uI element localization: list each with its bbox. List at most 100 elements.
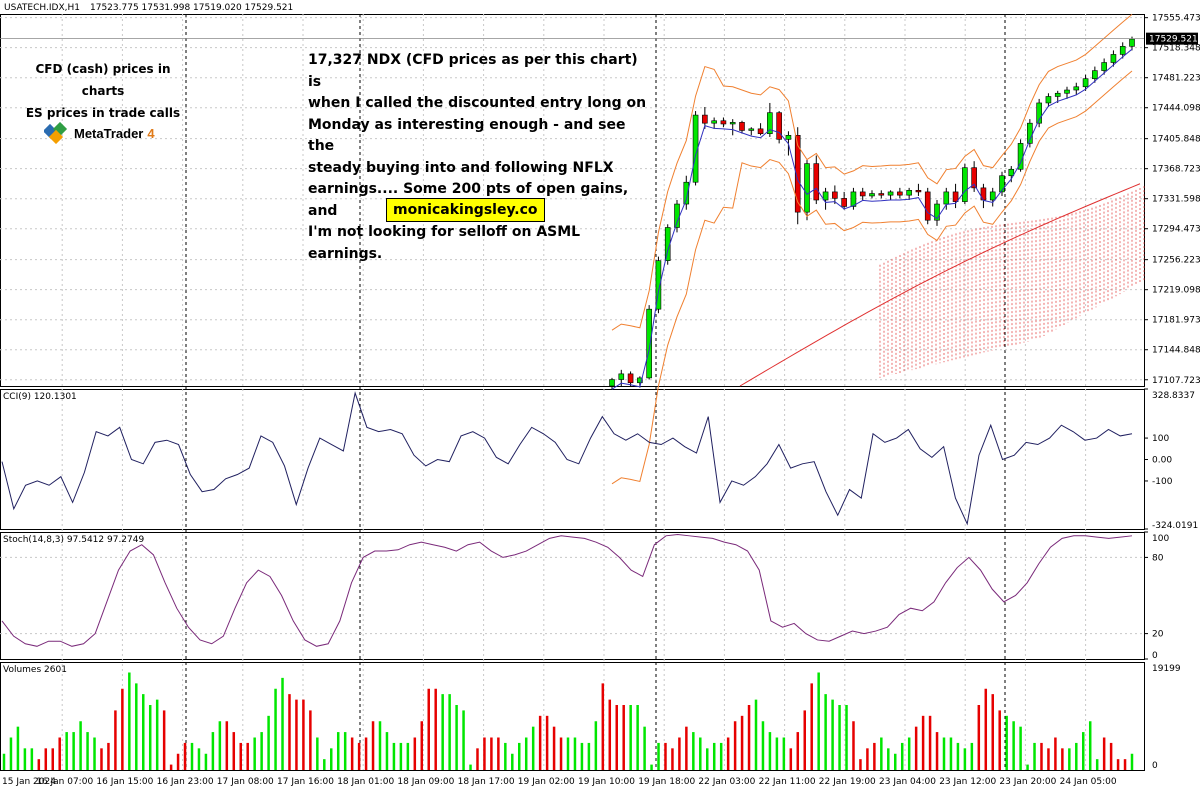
candle-body (1064, 89, 1070, 94)
x-tick-label: 17 Jan 16:00 (277, 777, 334, 787)
stochastic-panel: Stoch(14,8,3) 97.5412 97.2749 (1, 534, 1133, 647)
price-tick-label: 17444.098 (1152, 104, 1200, 114)
candle-body (971, 167, 977, 189)
price-tick-label: 17481.223 (1152, 74, 1200, 84)
cci-tick-label: 0.00 (1152, 456, 1172, 466)
panel-frame-stoch (0, 532, 1145, 660)
candle-body (887, 191, 894, 196)
candle-body (952, 191, 959, 202)
candle-body (878, 193, 885, 196)
candle-body (915, 189, 922, 193)
volume-tick-label: 19199 (1152, 664, 1181, 674)
website-label[interactable]: monicakingsley.co (386, 198, 545, 222)
slow-moving-average-line (739, 183, 1141, 387)
note-es: ES prices in trade calls (25, 106, 181, 120)
volume-name: Volumes 2601 (3, 665, 67, 675)
x-tick-label: 16 Jan 15:00 (96, 777, 153, 787)
candle-body (1045, 96, 1052, 104)
grid (0, 14, 1145, 771)
candle-body (711, 120, 717, 124)
candle-body (999, 175, 1005, 193)
candle-body (943, 191, 950, 205)
note-cfd: CFD (cash) prices in charts (35, 62, 171, 98)
panel-frame-price (0, 14, 1145, 387)
candle-body (934, 203, 940, 221)
candle-body (989, 191, 996, 201)
panel-frame-cci (0, 389, 1145, 530)
x-tick-label: 18 Jan 01:00 (337, 777, 394, 787)
candle-body (859, 191, 866, 197)
candle-body (869, 193, 875, 197)
price-panel (0, 14, 1145, 485)
candle-body (637, 377, 643, 384)
price-tick-label: 17405.848 (1152, 135, 1200, 145)
price-tick-label: 17219.098 (1152, 286, 1200, 296)
price-tick-label: 17256.223 (1152, 256, 1200, 266)
stochastic-tick-label: 80 (1152, 553, 1164, 563)
x-tick-label: 19 Jan 10:00 (578, 777, 635, 787)
candle-body (674, 203, 680, 228)
chart-header-symbol: USATECH.IDX,H1 (4, 3, 80, 13)
x-tick-label: 22 Jan 11:00 (759, 777, 816, 787)
price-tick-label: 17144.848 (1152, 346, 1200, 356)
candle-body (1092, 70, 1098, 79)
x-tick-label: 17 Jan 08:00 (217, 777, 274, 787)
cci-tick-label: -100 (1152, 477, 1173, 487)
metatrader-text: MetaTrader (74, 125, 144, 141)
candle-body (655, 260, 662, 310)
candle-body (906, 189, 912, 196)
stochastic-tick-label: 0 (1152, 651, 1158, 661)
x-tick-label: 18 Jan 09:00 (397, 777, 454, 787)
candle-body (729, 122, 736, 125)
candle-body (962, 167, 968, 202)
candle-body (924, 191, 931, 221)
x-tick-label: 23 Jan 20:00 (999, 777, 1056, 787)
x-tick-label: 15 Jan 2024 (2, 777, 56, 787)
current-price-label: 17529.521 (1149, 35, 1198, 45)
price-tick-label: 17107.723 (1152, 376, 1200, 386)
note-line: 17,327 NDX (CFD prices as per this chart… (308, 52, 638, 90)
candle-body (757, 128, 764, 134)
x-tick-label: 18 Jan 17:00 (458, 777, 515, 787)
price-tick-label: 17294.473 (1152, 225, 1200, 235)
candle-body (609, 379, 615, 387)
candle-body (822, 191, 829, 201)
candle-body (850, 191, 857, 207)
candle-body (832, 191, 838, 199)
candle-body (646, 308, 652, 379)
candle-body (702, 114, 708, 124)
panel-frame-vol (0, 662, 1145, 771)
note-line: I'm not looking for selloff on ASML earn… (308, 224, 581, 262)
candle-body (897, 191, 903, 196)
x-tick-label: 19 Jan 18:00 (638, 777, 695, 787)
note-line: when I called the discounted entry long … (308, 95, 647, 111)
candle-body (1008, 168, 1015, 177)
x-tick-label: 16 Jan 07:00 (36, 777, 93, 787)
x-tick-label: 22 Jan 19:00 (819, 777, 876, 787)
metatrader-icon (44, 122, 68, 144)
candle-body (776, 112, 782, 140)
candle-body (1036, 102, 1042, 124)
bollinger-upper-band (611, 14, 1133, 331)
analysis-note: 17,327 NDX (CFD prices as per this chart… (308, 50, 648, 265)
cci-panel: CCI(9) 120.1301 (1, 391, 1133, 526)
x-tick-label: 22 Jan 03:00 (698, 777, 755, 787)
candle-body (841, 198, 847, 207)
volume-tick-label: 0 (1152, 761, 1158, 771)
x-tick-label: 19 Jan 02:00 (518, 777, 575, 787)
cci-tick-label: 328.8337 (1152, 391, 1195, 401)
candle-body (739, 122, 745, 131)
candle-body (813, 163, 820, 201)
note-line: steady buying into and following NFLX (308, 159, 614, 176)
candle-body (1129, 38, 1135, 47)
stochastic-tick-label: 100 (1152, 534, 1169, 544)
candle-body (1110, 54, 1117, 63)
cci-line (1, 391, 1133, 526)
volume-panel: Volumes 2601 (2, 665, 1134, 770)
candle-body (804, 163, 810, 213)
metatrader-logo: MetaTrader 4 (44, 122, 155, 144)
candle-body (785, 135, 792, 140)
candle-body (1082, 78, 1089, 88)
